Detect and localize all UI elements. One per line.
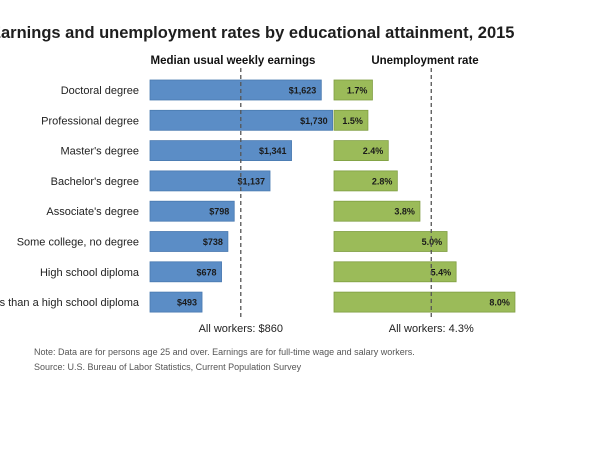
category-label: Associate's degree xyxy=(46,206,139,218)
unemployment-bar xyxy=(333,79,373,101)
unemployment-data-label: 2.8% xyxy=(372,176,393,186)
earnings-bar xyxy=(149,231,229,252)
unemployment-reference-label: All workers: 4.3% xyxy=(389,323,474,335)
unemployment-bar xyxy=(333,291,516,313)
category-labels: Doctoral degree Professional degree Master… xyxy=(0,85,140,309)
earnings-data-label: $798 xyxy=(209,207,229,217)
earnings-data-label: $1,730 xyxy=(300,116,328,126)
earnings-panel-title: Median usual weekly earnings xyxy=(151,55,316,67)
earnings-bar xyxy=(149,79,322,101)
unemployment-panel-title: Unemployment rate xyxy=(371,55,478,67)
earnings-data-label: $1,341 xyxy=(259,146,287,156)
earnings-data-label: $678 xyxy=(197,267,217,277)
earnings-data-label: $1,623 xyxy=(289,86,317,96)
unemployment-bar xyxy=(333,109,369,131)
unemployment-bar xyxy=(333,170,398,192)
unemployment-data-label: 1.7% xyxy=(347,86,368,96)
unemployment-panel: Unemployment rate 1.7% 1.5% 2.4% 2.8% 3.8% 5.0… xyxy=(333,55,516,335)
unemployment-data-label: 2.4% xyxy=(363,146,384,156)
unemployment-bar xyxy=(333,261,457,283)
unemployment-data-label: 3.8% xyxy=(394,207,415,217)
category-label: Professional degree xyxy=(41,115,139,127)
earnings-bar xyxy=(149,170,271,192)
chart-source: Source: U.S. Bureau of Labor Statistics,… xyxy=(34,362,302,372)
category-label: Master's degree xyxy=(60,146,139,158)
category-label: High school diploma xyxy=(40,267,140,279)
unemployment-data-label: 1.5% xyxy=(342,116,363,126)
earnings-bar xyxy=(149,200,235,222)
unemployment-data-label: 8.0% xyxy=(489,298,510,308)
unemployment-bar xyxy=(333,231,448,252)
category-label: Bachelor's degree xyxy=(51,176,139,188)
earnings-bar xyxy=(149,291,203,313)
earnings-panel: Median usual weekly earnings $1,623 $1,730… xyxy=(149,55,334,335)
earnings-data-label: $493 xyxy=(177,298,197,308)
category-label: Less than a high school diploma xyxy=(0,297,140,309)
earnings-bar xyxy=(149,261,222,283)
earnings-data-label: $1,137 xyxy=(237,176,265,186)
earnings-reference-label: All workers: $860 xyxy=(199,323,283,335)
category-label: Doctoral degree xyxy=(61,85,139,97)
chart-note: Note: Data are for persons age 25 and ov… xyxy=(34,347,415,357)
unemployment-bar xyxy=(333,200,421,222)
earnings-bar xyxy=(149,140,292,162)
unemployment-data-label: 5.4% xyxy=(431,267,452,277)
category-label: Some college, no degree xyxy=(17,237,139,249)
unemployment-data-label: 5.0% xyxy=(422,237,443,247)
chart-title: Earnings and unemployment rates by educa… xyxy=(0,24,514,42)
unemployment-bar xyxy=(333,140,389,162)
earnings-data-label: $738 xyxy=(203,237,223,247)
